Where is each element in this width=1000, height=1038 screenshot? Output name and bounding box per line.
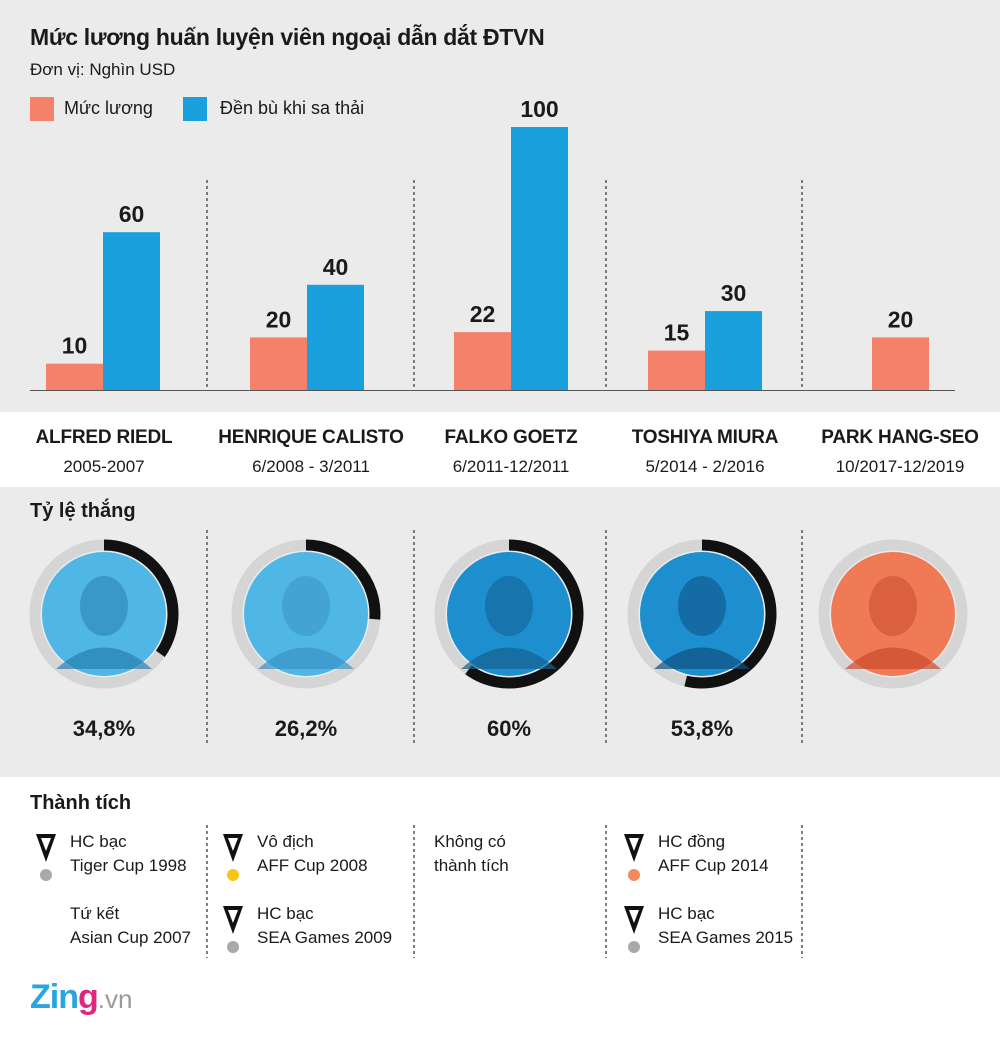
achievements-title: Thành tích <box>30 792 132 814</box>
bar-value-label: 100 <box>520 96 558 122</box>
coach-photo-body <box>258 647 354 669</box>
silver-medal-icon <box>227 941 239 953</box>
coach-photo-head <box>869 576 917 636</box>
coach-photo-head <box>80 576 128 636</box>
legend-swatch-salary <box>30 97 54 121</box>
bar-compensation-3 <box>705 311 762 390</box>
achievement-line1: HC đồng <box>658 832 726 851</box>
achievement-line1: HC bạc <box>658 904 715 923</box>
achievement-text: Không có thành tích <box>434 830 509 878</box>
bar-salary-4 <box>872 337 929 390</box>
coach-period: 6/2008 - 3/2011 <box>252 457 370 476</box>
coach-period: 10/2017-12/2019 <box>835 457 965 476</box>
achievement-line2: AFF Cup 2014 <box>658 856 769 875</box>
bar-value-label: 20 <box>266 306 292 332</box>
bar-value-label: 30 <box>721 280 747 306</box>
bar-chart: 10 60 20 40 22 100 15 30 20 <box>30 96 955 391</box>
bronze-medal-icon <box>628 869 640 881</box>
coach-photo-head <box>678 576 726 636</box>
achievement-line1: Tứ kết <box>70 904 120 923</box>
bar-salary-3 <box>648 350 705 390</box>
coach-photo-body <box>654 647 750 669</box>
win-rate-label: 26,2% <box>275 716 337 741</box>
bar-value-label: 15 <box>664 320 690 346</box>
unit-label: Đơn vị: Nghìn USD <box>30 60 176 79</box>
medal-ribbon-inner <box>228 838 238 851</box>
coach-photo-body <box>845 647 941 669</box>
coach-photo-body <box>56 647 152 669</box>
coach-name: TOSHIYA MIURA <box>631 427 779 448</box>
legend-swatch-compensation <box>183 97 207 121</box>
bar-value-label: 20 <box>888 306 914 332</box>
win-rate-arc <box>684 539 777 689</box>
achievement-text: HC bạc SEA Games 2009 <box>257 902 392 950</box>
bar-salary-1 <box>250 337 307 390</box>
bar-salary-2 <box>454 332 511 390</box>
legend-label-compensation: Đền bù khi sa thải <box>220 98 365 118</box>
zing-logo: Zing.vn <box>30 978 133 1016</box>
achievement-line2: SEA Games 2009 <box>257 928 393 947</box>
achievement-text: Tứ kết Asian Cup 2007 <box>70 902 191 950</box>
achievement-text: HC bạc SEA Games 2015 <box>658 902 793 950</box>
bar-compensation-0 <box>103 232 160 390</box>
legend-label-salary: Mức lương <box>64 98 153 118</box>
coach-period: 6/2011-12/2011 <box>452 457 570 476</box>
win-rate-track <box>818 539 968 689</box>
coach-period: 5/2014 - 2/2016 <box>645 457 765 476</box>
chart-title: Mức lương huấn luyện viên ngoại dẫn dắt … <box>30 24 545 50</box>
win-rate-label: 34,8% <box>73 716 135 741</box>
coach-name: FALKO GOETZ <box>444 427 578 448</box>
coach-name-band <box>0 412 1000 487</box>
achievement-line2: AFF Cup 2008 <box>257 856 368 875</box>
coach-photo-head <box>485 576 533 636</box>
win-rate-label: 53,8% <box>671 716 733 741</box>
silver-medal-icon <box>628 941 640 953</box>
win-rate-arc <box>465 539 584 689</box>
win-rate-title: Tỷ lệ thắng <box>30 500 136 522</box>
medal-ribbon-inner <box>629 910 639 923</box>
coach-period: 2005-2007 <box>63 457 145 476</box>
win-rate-rings: 34,8% 26,2% 60% 53,8% <box>29 530 968 745</box>
bar-salary-0 <box>46 363 103 390</box>
achievement-line1: Vô địch <box>257 832 314 851</box>
achievement-text: HC đồng AFF Cup 2014 <box>658 830 769 878</box>
win-rate-arc <box>103 539 179 658</box>
medal-ribbon-inner <box>41 838 51 851</box>
bar-value-label: 22 <box>470 301 496 327</box>
coach-name: PARK HANG-SEO <box>821 427 979 448</box>
coach-name: HENRIQUE CALISTO <box>218 427 404 448</box>
achievement-line2: SEA Games 2015 <box>658 928 794 947</box>
achievement-text: Vô địch AFF Cup 2008 <box>257 830 368 878</box>
achievement-line1: HC bạc <box>257 904 314 923</box>
medal-ribbon-inner <box>629 838 639 851</box>
bar-compensation-2 <box>511 127 568 390</box>
achievement-line2: Asian Cup 2007 <box>70 928 191 947</box>
achievement-text: HC bạc Tiger Cup 1998 <box>70 830 187 878</box>
achievement-line2: Tiger Cup 1998 <box>70 856 187 875</box>
coach-photo-head <box>282 576 330 636</box>
win-rate-arc <box>305 539 381 620</box>
win-rate-label: 60% <box>487 716 531 741</box>
silver-medal-icon <box>40 869 52 881</box>
achievement-line1: HC bạc <box>70 832 127 851</box>
coach-name: ALFRED RIEDL <box>35 427 173 448</box>
bar-value-label: 60 <box>119 201 145 227</box>
coach-photo-body <box>461 647 557 669</box>
medal-ribbon-inner <box>228 910 238 923</box>
bar-compensation-1 <box>307 284 364 390</box>
gold-medal-icon <box>227 869 239 881</box>
achievement-line1: Không có <box>434 832 506 851</box>
achievement-line2: thành tích <box>434 856 509 875</box>
achievements-band <box>0 777 1000 1038</box>
bar-value-label: 10 <box>62 333 88 359</box>
bar-value-label: 40 <box>323 254 349 280</box>
